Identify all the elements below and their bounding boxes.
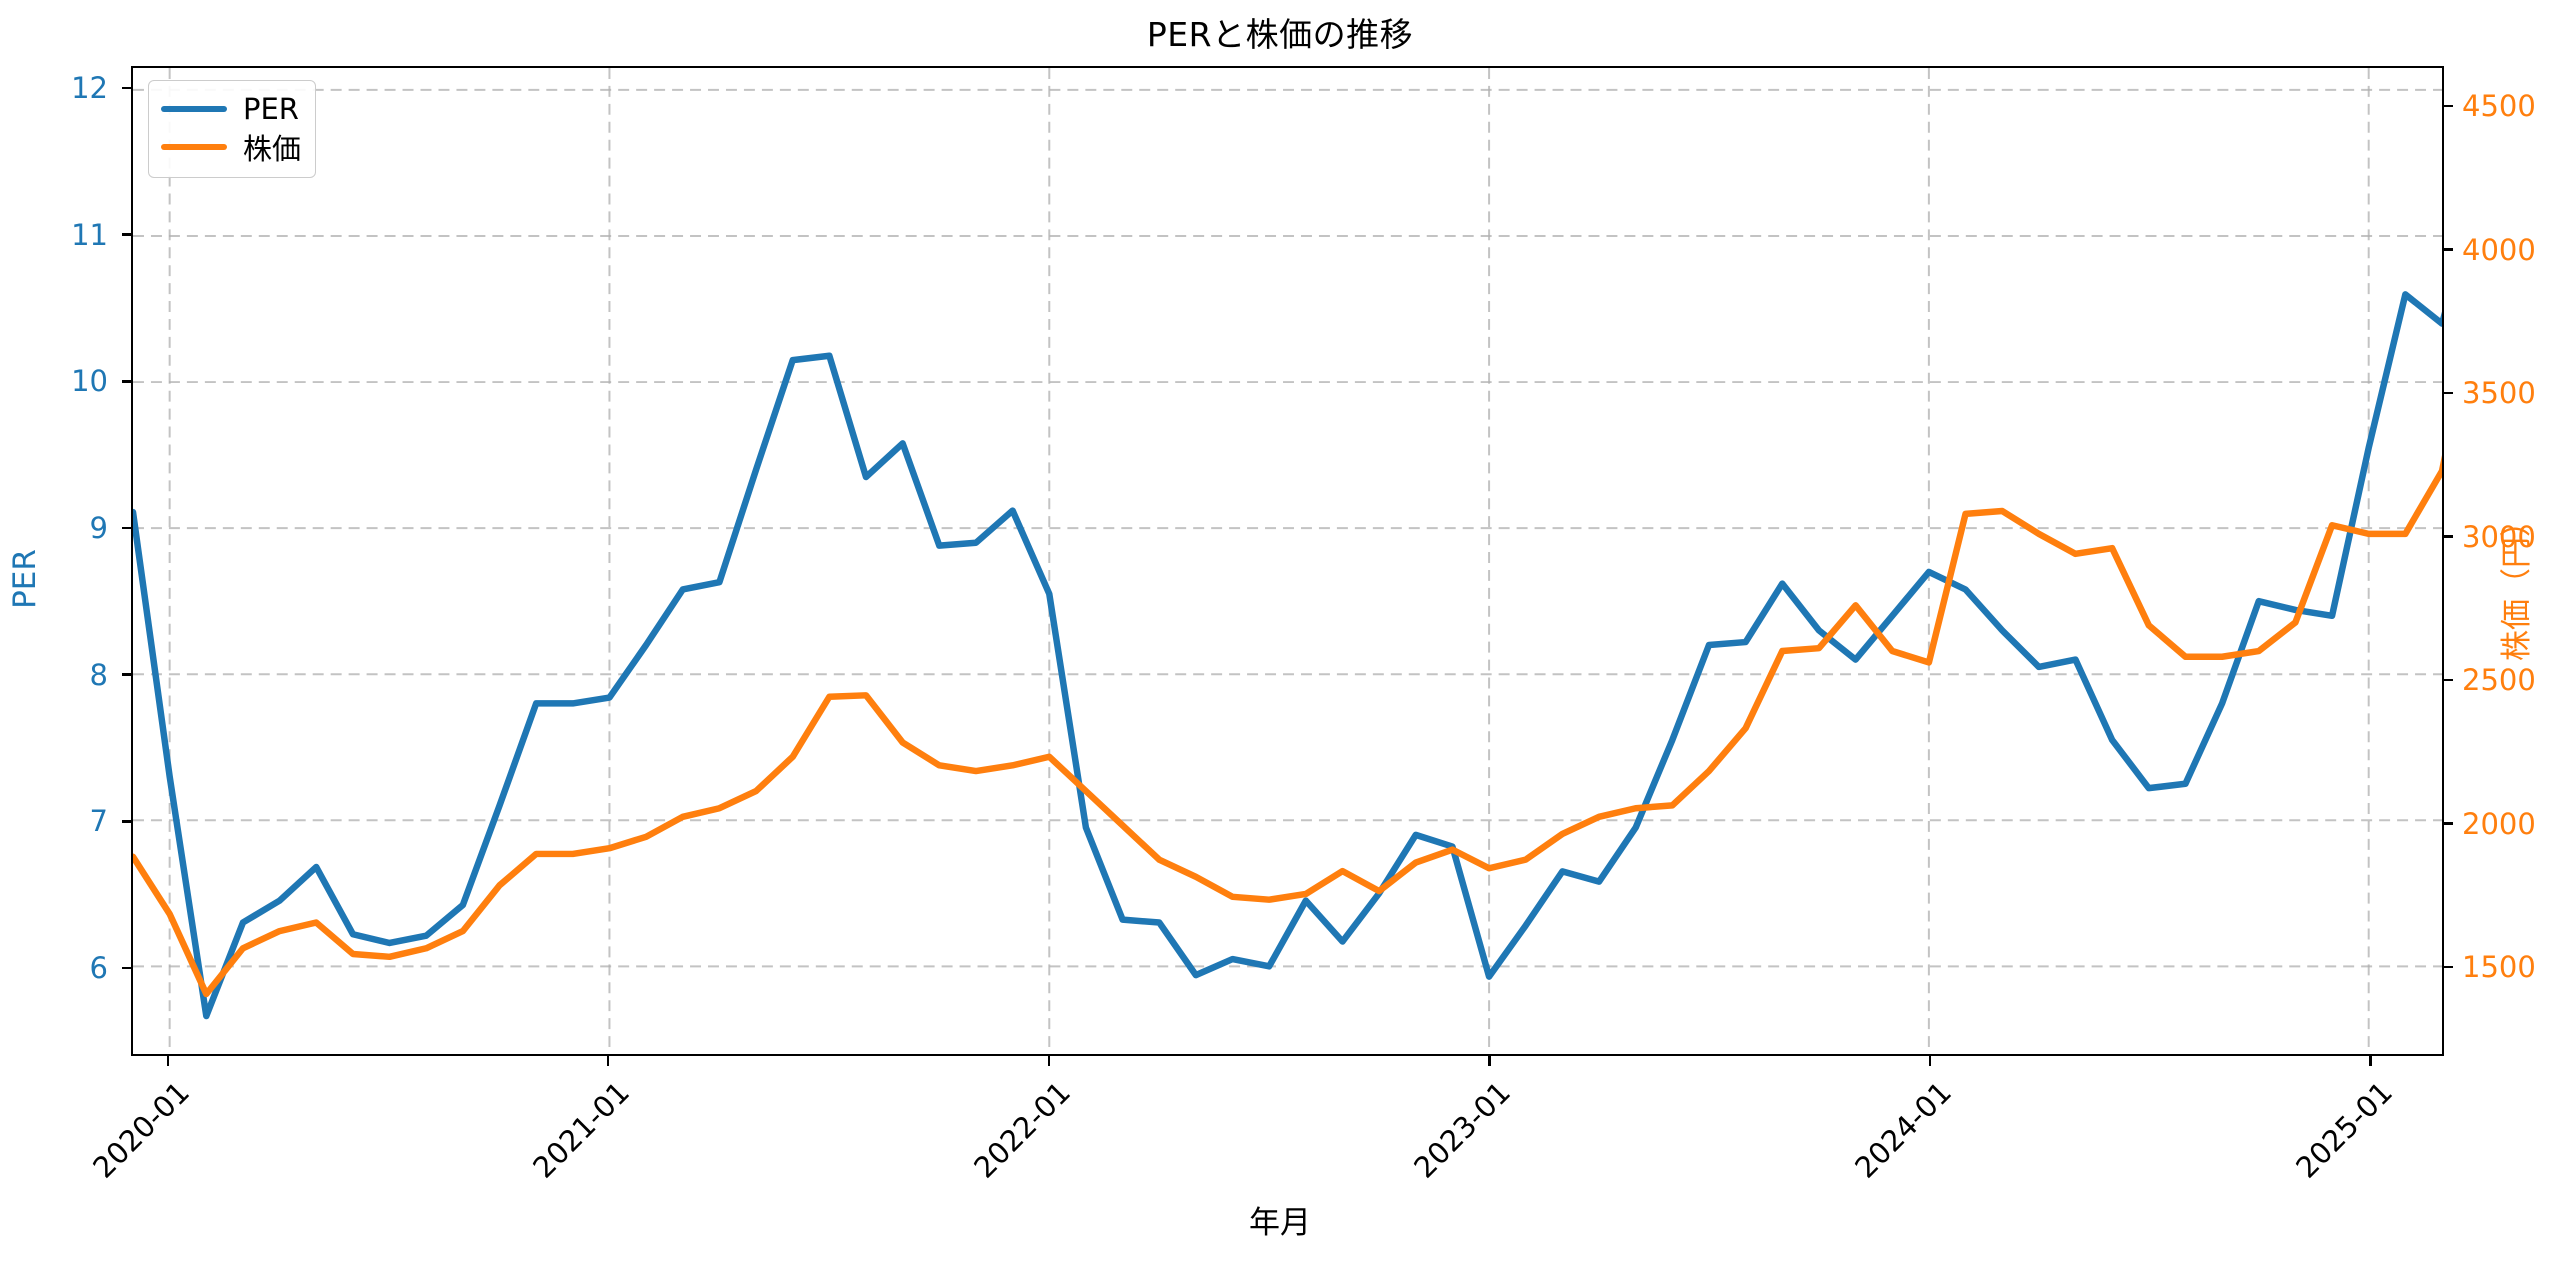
legend: PER 株価 bbox=[148, 80, 317, 178]
y-axis-left-tick-mark bbox=[122, 86, 131, 90]
x-axis-tick-mark bbox=[1928, 1056, 1932, 1066]
y-axis-left-tick-label: 8 bbox=[89, 657, 108, 692]
data-lines bbox=[133, 291, 2442, 1020]
y-axis-right-tick-mark bbox=[2444, 248, 2453, 251]
y-axis-right-tick-label: 4000 bbox=[2462, 232, 2536, 267]
y-axis-right-label: 株価（円） bbox=[2499, 506, 2535, 661]
y-axis-right-tick-mark bbox=[2444, 104, 2453, 108]
y-axis-left-tick-label: 11 bbox=[71, 217, 108, 252]
legend-swatch-per bbox=[161, 106, 227, 112]
y-axis-left-tick-label: 10 bbox=[71, 364, 108, 399]
x-axis-tick-mark bbox=[166, 1056, 169, 1066]
y-axis-right-tick-label: 4500 bbox=[2462, 89, 2536, 124]
x-axis-tick-mark bbox=[607, 1056, 610, 1066]
y-axis-left-tick-label: 6 bbox=[89, 951, 108, 985]
y-axis-right-tick-mark bbox=[2444, 822, 2453, 825]
y-axis-left-tick-mark bbox=[122, 673, 131, 676]
y-axis-right-tick-mark bbox=[2444, 391, 2453, 395]
x-axis-label: 年月 bbox=[1249, 1205, 1311, 1241]
plot-area bbox=[131, 66, 2444, 1056]
y-axis-right-tick-label: 2500 bbox=[2462, 663, 2536, 698]
grid-lines bbox=[133, 68, 2442, 1054]
y-axis-right-tick-label: 3000 bbox=[2462, 519, 2536, 554]
legend-label-per: PER bbox=[243, 92, 299, 126]
x-axis-tick-mark bbox=[1047, 1056, 1051, 1066]
y-axis-right-tick-mark bbox=[2444, 535, 2453, 538]
y-axis-left-tick-mark bbox=[122, 820, 131, 823]
x-axis-tick-mark bbox=[2369, 1056, 2372, 1066]
y-axis-left-label: PER bbox=[6, 549, 43, 609]
y-axis-left-tick-label: 7 bbox=[89, 804, 108, 839]
y-axis-left-tick-label: 9 bbox=[89, 511, 108, 545]
y-axis-right-tick-mark bbox=[2444, 965, 2453, 969]
y-axis-left-tick-mark bbox=[122, 526, 131, 530]
legend-label-price: 株価 bbox=[243, 132, 302, 166]
legend-item-price[interactable]: 株価 bbox=[161, 128, 301, 166]
y-axis-right-tick-label: 1500 bbox=[2462, 950, 2536, 985]
x-axis-tick-mark bbox=[1488, 1056, 1491, 1066]
y-axis-right-tick-label: 3500 bbox=[2462, 376, 2536, 411]
legend-item-per[interactable]: PER bbox=[161, 90, 301, 128]
y-axis-left-tick-mark bbox=[122, 380, 131, 383]
y-axis-left-tick-mark bbox=[122, 966, 131, 970]
y-axis-left-tick-label: 12 bbox=[71, 71, 108, 105]
y-axis-right-tick-mark bbox=[2444, 678, 2453, 682]
legend-swatch-price bbox=[161, 144, 227, 150]
y-axis-left-tick-mark bbox=[122, 233, 131, 236]
y-axis-right-tick-label: 2000 bbox=[2462, 806, 2536, 841]
page-title: PERと株価の推移 bbox=[1146, 15, 1414, 54]
